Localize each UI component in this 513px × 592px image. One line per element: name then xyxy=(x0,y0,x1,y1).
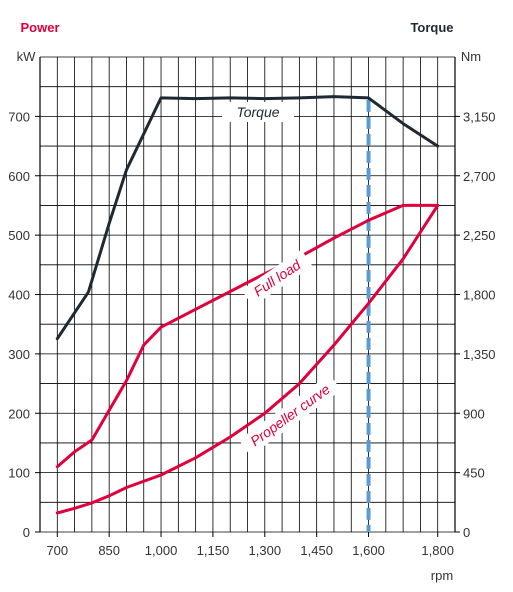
x-axis-unit: rpm xyxy=(431,568,453,583)
y-left-tick-label: 700 xyxy=(8,109,30,124)
y-left-tick-label: 500 xyxy=(8,228,30,243)
full-load-label-bg xyxy=(241,249,313,307)
left-axis-unit: kW xyxy=(17,49,37,64)
y-left-tick-label: 100 xyxy=(8,466,30,481)
power-axis-title: Power xyxy=(20,20,59,35)
x-tick-label: 850 xyxy=(98,543,120,558)
y-right-tick-label: 900 xyxy=(463,406,485,421)
y-right-tick-label: 2,700 xyxy=(463,169,496,184)
propeller-series-label-group: Propeller curve xyxy=(238,373,342,457)
y-right-tick-label: 2,250 xyxy=(463,228,496,243)
propeller-label-bg xyxy=(238,373,342,457)
y-left-tick-label: 0 xyxy=(23,525,30,540)
y-right-tick-label: 3,150 xyxy=(463,109,496,124)
x-tick-label: 1,000 xyxy=(145,543,178,558)
y-left-tick-label: 600 xyxy=(8,169,30,184)
y-left-tick-label: 200 xyxy=(8,406,30,421)
y-left-tick-label: 300 xyxy=(8,347,30,362)
x-tick-label: 1,300 xyxy=(249,543,282,558)
x-tick-label: 1,800 xyxy=(421,543,454,558)
x-tick-label: 1,600 xyxy=(352,543,385,558)
y-right-tick-label: 450 xyxy=(463,466,485,481)
y-right-tick-label: 1,350 xyxy=(463,347,496,362)
torque-label-bg xyxy=(222,102,294,122)
y-right-tick-label: 1,800 xyxy=(463,288,496,303)
y-left-tick-label: 400 xyxy=(8,288,30,303)
x-tick-label: 1,450 xyxy=(300,543,333,558)
full-load-series-label-group: Full load xyxy=(241,249,313,307)
torque-axis-title: Torque xyxy=(410,20,453,35)
series-line-torque xyxy=(55,95,440,341)
y-right-tick-label: 0 xyxy=(463,525,470,540)
series-lines xyxy=(55,95,440,532)
series-line-full-load xyxy=(55,203,440,469)
x-tick-label: 1,150 xyxy=(197,543,230,558)
series-line-propeller-curve xyxy=(55,203,440,515)
right-axis-unit: Nm xyxy=(461,49,481,64)
torque-series-label: Torque xyxy=(236,104,279,120)
torque-series-label-group: Torque xyxy=(222,102,294,122)
x-tick-label: 700 xyxy=(46,543,68,558)
tick-labels: 0 100 200 300 400 500 600 700 0 450 900 1,350 1,800 2… xyxy=(8,109,495,558)
